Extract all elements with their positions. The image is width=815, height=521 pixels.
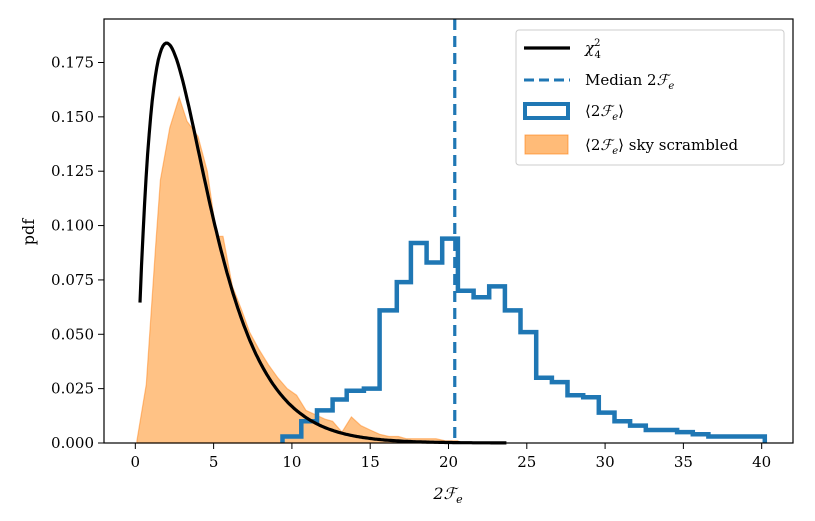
legend-hist-label: ⟨2ℱe⟩ xyxy=(585,102,624,123)
legend-chi2-label: χ2 4 xyxy=(584,38,601,61)
x-tick-label: 40 xyxy=(752,453,771,471)
legend-scrambled-swatch xyxy=(524,134,569,155)
hist-step-line xyxy=(280,236,768,443)
x-tick-label: 20 xyxy=(439,453,458,471)
x-tick-label: 30 xyxy=(596,453,615,471)
y-tick-label: 0.050 xyxy=(51,325,94,343)
legend-scrambled-label: ⟨2ℱe⟩ sky scrambled xyxy=(585,136,738,157)
y-axis-title: pdf xyxy=(19,218,38,245)
x-tick-label: 15 xyxy=(361,453,380,471)
x-tick-label: 25 xyxy=(517,453,536,471)
y-tick-label: 0.000 xyxy=(51,434,94,452)
y-tick-label: 0.075 xyxy=(51,271,94,289)
x-tick-label: 10 xyxy=(282,453,301,471)
x-tick-label: 0 xyxy=(131,453,141,471)
y-tick-label: 0.175 xyxy=(51,53,94,71)
y-tick-label: 0.150 xyxy=(51,108,94,126)
legend-median-label: Median 2ℱe xyxy=(585,71,674,92)
legend: χ2 4 Median 2ℱe ⟨2ℱe⟩ ⟨2ℱe⟩ sky scrambled xyxy=(515,29,785,166)
x-axis-title: 2ℱe xyxy=(432,484,463,506)
legend-hist-swatch xyxy=(523,102,570,120)
legend-box xyxy=(515,29,785,166)
y-tick-label: 0.125 xyxy=(51,162,94,180)
y-tick-label: 0.025 xyxy=(51,380,94,398)
ticks: 0 5 10 15 20 25 30 35 40 0.000 0.025 0.050 0.075 0.10… xyxy=(51,53,771,471)
scrambled-area xyxy=(136,95,459,444)
x-tick-label: 5 xyxy=(209,453,219,471)
x-tick-label: 35 xyxy=(674,453,693,471)
y-tick-label: 0.100 xyxy=(51,217,94,235)
